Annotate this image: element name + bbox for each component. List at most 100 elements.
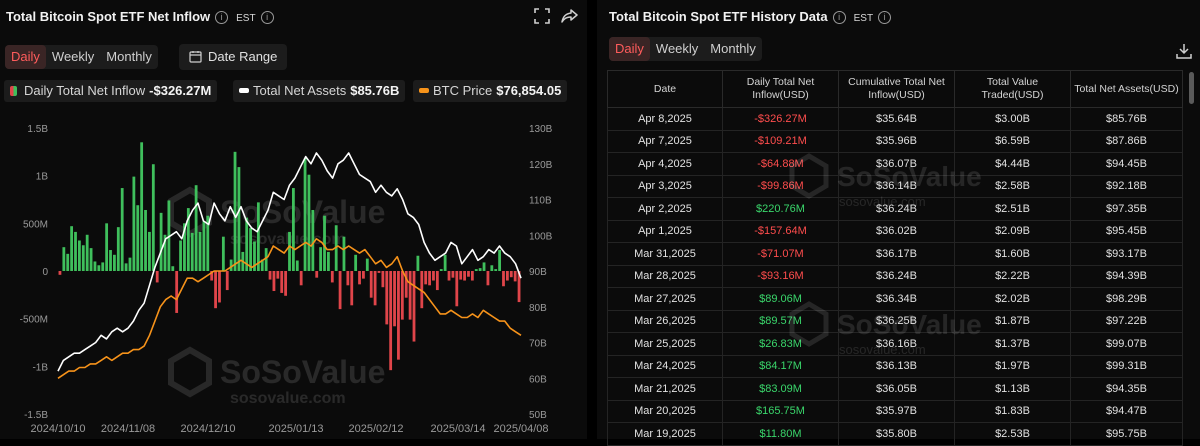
inflow-bar: [74, 231, 77, 271]
tab-monthly[interactable]: Monthly: [106, 49, 152, 64]
info-icon[interactable]: i: [832, 11, 846, 24]
table-row[interactable]: Mar 24,2025 $84.17M $36.13B $1.97B $99.31B: [607, 354, 1183, 378]
inflow-bar: [354, 254, 358, 271]
column-header[interactable]: Daily Total Net Inflow(USD): [722, 70, 839, 108]
inflow-bar: [509, 271, 513, 278]
inflow-bar: [245, 217, 249, 271]
inflow-bar: [393, 271, 396, 327]
table-cell: $97.22B: [1070, 309, 1183, 333]
column-header[interactable]: Total Value Traded(USD): [954, 70, 1071, 108]
table-scrollbar[interactable]: [1189, 72, 1194, 104]
table-cell: $35.64B: [838, 107, 955, 131]
legend-net-assets[interactable]: Total Net Assets $85.76B: [233, 80, 406, 102]
table-cell: -$93.16M: [722, 264, 839, 288]
legend-btc-price[interactable]: BTC Price $76,854.05: [413, 80, 568, 102]
net-assets-swatch: [239, 88, 249, 93]
tab-daily[interactable]: Daily: [5, 45, 46, 69]
table-cell: $87.86B: [1070, 129, 1183, 153]
inflow-bar: [490, 265, 494, 271]
table-cell: $1.60B: [954, 242, 1071, 266]
table-row[interactable]: Mar 28,2025 -$93.16M $36.24B $2.22B $94.39B: [607, 264, 1183, 288]
table-row[interactable]: Apr 2,2025 $220.76M $36.24B $2.51B $97.35B: [607, 197, 1183, 221]
inflow-bar: [78, 240, 81, 271]
inflow-bar: [260, 259, 264, 271]
info-icon[interactable]: i: [215, 11, 229, 24]
inflow-bar: [233, 151, 237, 271]
x-tick-label: 2024/11/08: [101, 423, 155, 435]
table-cell: $3.00B: [954, 107, 1071, 131]
table-cell: $35.97B: [838, 399, 955, 423]
table-row[interactable]: Apr 1,2025 -$157.64M $36.02B $2.09B $95.45B: [607, 219, 1183, 243]
inflow-bar: [175, 271, 179, 313]
tab-monthly[interactable]: Monthly: [710, 41, 756, 56]
table-row[interactable]: Apr 4,2025 -$64.88M $36.07B $4.44B $94.45B: [607, 152, 1183, 176]
table-cell: $94.35B: [1070, 377, 1183, 401]
date-range-button[interactable]: Date Range: [179, 44, 288, 70]
inflow-bar: [183, 223, 186, 271]
x-tick-label: 2025/01/13: [268, 423, 323, 435]
table-cell: $4.44B: [954, 152, 1071, 176]
inflow-bar: [93, 261, 97, 271]
table-row[interactable]: Mar 31,2025 -$71.07M $36.17B $1.60B $93.17B: [607, 242, 1183, 266]
inflow-bar: [435, 271, 439, 291]
inflow-bar: [202, 221, 206, 271]
share-icon[interactable]: [558, 5, 580, 27]
y-axis-left: 1.5B 1B 500M 0 -500M -1B -1.5B: [20, 124, 49, 421]
table-row[interactable]: Mar 20,2025 $165.75M $35.97B $1.83B $94.47B: [607, 399, 1183, 423]
table-cell: $2.58B: [954, 174, 1071, 198]
fullscreen-icon[interactable]: [531, 5, 553, 27]
table-cell: Mar 21,2025: [607, 377, 723, 401]
inflow-bar: [155, 271, 159, 283]
table-row[interactable]: Mar 26,2025 $89.57M $36.25B $1.87B $97.22B: [607, 309, 1183, 333]
table-cell: $89.06M: [722, 287, 839, 311]
inflow-bar: [198, 231, 202, 271]
legend-net-inflow[interactable]: Daily Total Net Inflow -$326.27M: [4, 80, 218, 102]
column-header[interactable]: Cumulative Total Net Inflow(USD): [838, 70, 955, 108]
table-row[interactable]: Mar 21,2025 $83.09M $36.05B $1.13B $94.35B: [607, 377, 1183, 401]
inflow-bar: [397, 271, 400, 360]
inflow-bar: [467, 271, 470, 277]
y-right-tick-label: 110B: [529, 196, 552, 207]
timezone-info-icon[interactable]: i: [260, 11, 274, 24]
y-left-tick-label: 1.5B: [27, 124, 48, 135]
tab-daily[interactable]: Daily: [609, 37, 650, 61]
y-left-tick-label: -500M: [20, 315, 48, 326]
date-range-label: Date Range: [208, 49, 278, 64]
inflow-bar: [167, 200, 171, 271]
table-row[interactable]: Mar 19,2025 $11.80M $35.80B $2.53B $95.75B: [607, 422, 1183, 446]
legend-label: BTC Price: [433, 83, 493, 98]
x-tick-label: 2024/12/10: [180, 423, 235, 435]
inflow-bar: [381, 271, 385, 288]
legend-label: Total Net Assets: [253, 83, 347, 98]
y-right-tick-label: 130B: [529, 124, 553, 135]
table-cell: -$326.27M: [722, 107, 839, 131]
inflow-bar: [447, 271, 451, 281]
table-cell: $36.17B: [838, 242, 955, 266]
table-row[interactable]: Mar 27,2025 $89.06M $36.34B $2.02B $98.29B: [607, 287, 1183, 311]
left-period-tabs: Daily Weekly Monthly: [5, 45, 158, 69]
tab-weekly[interactable]: Weekly: [655, 41, 699, 56]
inflow-bar: [303, 158, 307, 271]
tab-weekly[interactable]: Weekly: [51, 49, 95, 64]
table-cell: $92.18B: [1070, 174, 1183, 198]
table-row[interactable]: Apr 7,2025 -$109.21M $35.96B $6.59B $87.86B: [607, 129, 1183, 153]
table-row[interactable]: Apr 3,2025 -$99.86M $36.14B $2.58B $92.18B: [607, 174, 1183, 198]
inflow-bar: [428, 271, 431, 286]
inflow-bar: [249, 228, 252, 271]
inflow-bar: [210, 271, 214, 281]
table-cell: $36.05B: [838, 377, 955, 401]
table-row[interactable]: Apr 8,2025 -$326.27M $35.64B $3.00B $85.76B: [607, 107, 1183, 131]
inflow-bar: [253, 241, 256, 271]
inflow-bar: [163, 234, 167, 271]
timezone-info-icon[interactable]: i: [878, 11, 892, 24]
table-cell: $36.24B: [838, 264, 955, 288]
column-header[interactable]: Date: [607, 70, 723, 108]
x-tick-label: 2025/04/08: [493, 423, 548, 435]
column-header[interactable]: Total Net Assets(USD): [1070, 70, 1183, 108]
download-icon[interactable]: [1173, 40, 1195, 62]
inflow-bar: [373, 271, 377, 306]
inflow-bar: [58, 271, 62, 275]
table-row[interactable]: Mar 25,2025 $26.83M $36.16B $1.37B $99.07B: [607, 332, 1183, 356]
watermark-brand: SoSoValue: [220, 354, 385, 390]
inflow-bar: [221, 236, 225, 271]
